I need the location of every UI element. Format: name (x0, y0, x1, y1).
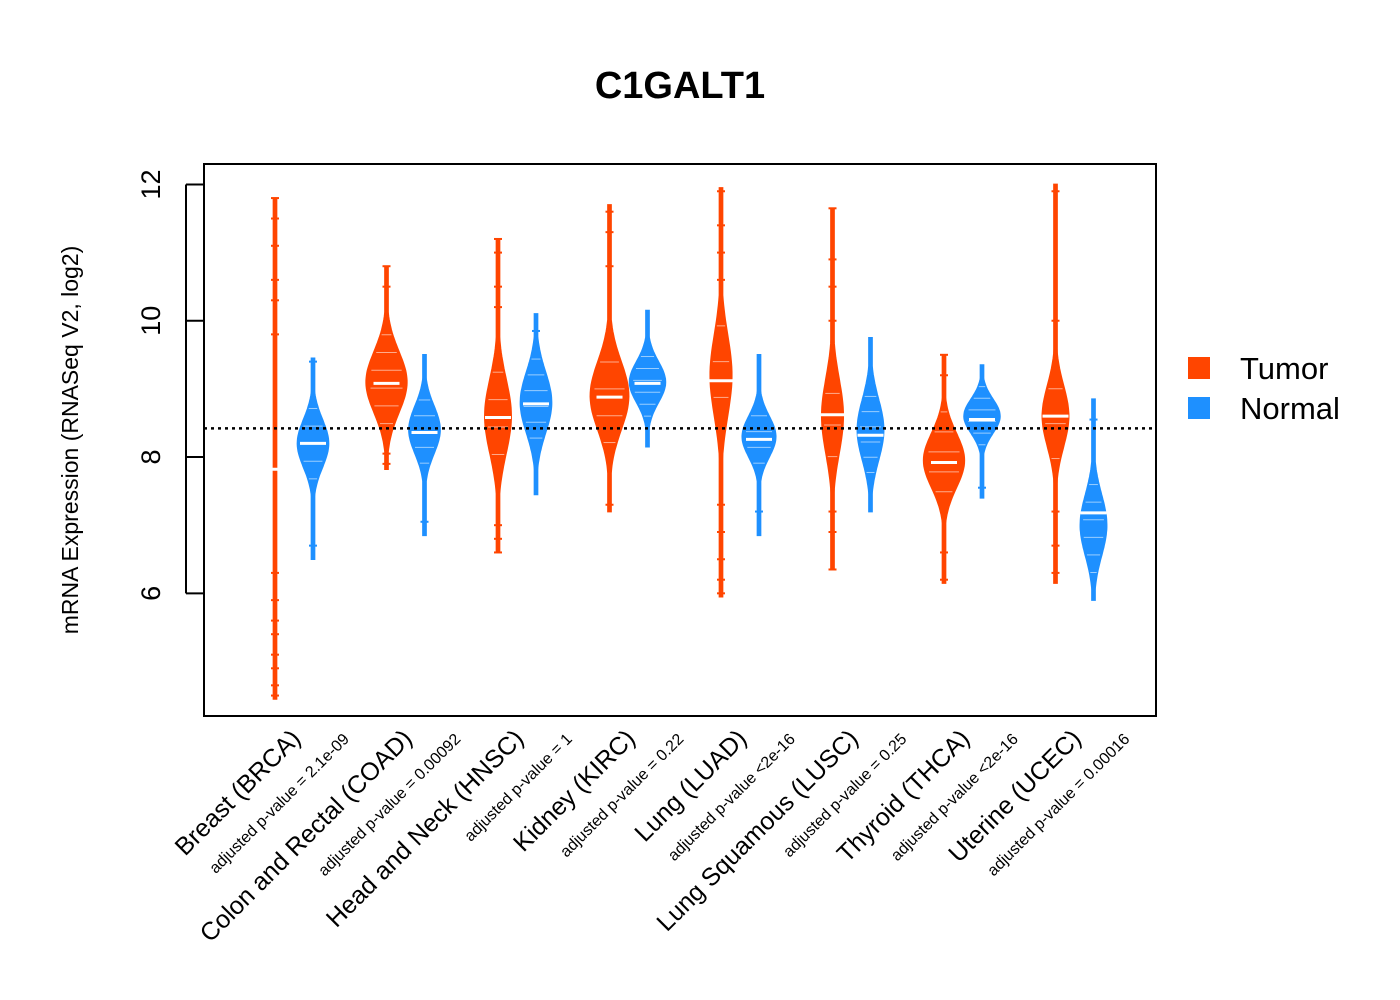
violin-body (856, 337, 885, 513)
y-tick-label: 10 (136, 306, 166, 336)
violin-normal-7 (963, 364, 1001, 499)
violin-body (709, 187, 733, 598)
category-label: Colon and Rectal (COAD) (195, 724, 418, 947)
violin-body (1079, 398, 1108, 601)
legend-swatch-normal (1188, 397, 1210, 419)
violin-body (963, 364, 1001, 499)
violin-tumor-2 (365, 265, 408, 471)
violin-body (365, 265, 408, 471)
violin-tumor-4 (589, 204, 630, 513)
violin-body (628, 309, 667, 448)
y-axis-label: mRNA Expression (RNASeq V2, log2) (57, 246, 83, 635)
violin-normal-2 (408, 354, 441, 537)
violin-normal-3 (519, 313, 553, 496)
violin-body (820, 207, 845, 571)
y-axis: 6 8 10 12 (136, 169, 204, 601)
violin-tumor-8 (1041, 183, 1070, 584)
violin-tumor-7 (922, 353, 966, 584)
legend-label-normal: Normal (1240, 391, 1340, 426)
violin-normal-8 (1079, 398, 1108, 601)
violin-tumor-1 (262, 197, 288, 700)
chart-title: C1GALT1 (595, 65, 765, 107)
violin-body (296, 357, 330, 561)
violin-body (1041, 183, 1070, 584)
violin-normal-5 (741, 354, 777, 537)
y-tick-label: 8 (136, 450, 166, 465)
violin-body (408, 354, 441, 537)
violin-body (922, 354, 966, 584)
category-label-group: Kidney (KIRC)adjusted p-value = 0.22 (508, 724, 687, 860)
violin-tumor-5 (708, 187, 734, 598)
plot-frame (203, 163, 1157, 717)
plot-area (204, 183, 1156, 700)
violin-normal-1 (296, 357, 330, 561)
category-label: Lung Squamous (LUSC) (651, 724, 863, 936)
violin-tumor-6 (819, 207, 846, 571)
legend: Tumor Normal (1188, 351, 1340, 426)
y-tick-label: 6 (136, 586, 166, 601)
violin-normal-4 (628, 309, 667, 448)
category-label: Head and Neck (HNSC) (321, 724, 529, 932)
legend-swatch-tumor (1188, 357, 1210, 379)
violin-tumor-3 (484, 237, 512, 554)
violin-body (272, 197, 278, 700)
y-tick-label: 12 (136, 169, 166, 199)
violin-body (741, 354, 777, 537)
violin-body (589, 204, 630, 513)
legend-label-tumor: Tumor (1240, 351, 1328, 386)
violin-normal-6 (856, 337, 885, 513)
